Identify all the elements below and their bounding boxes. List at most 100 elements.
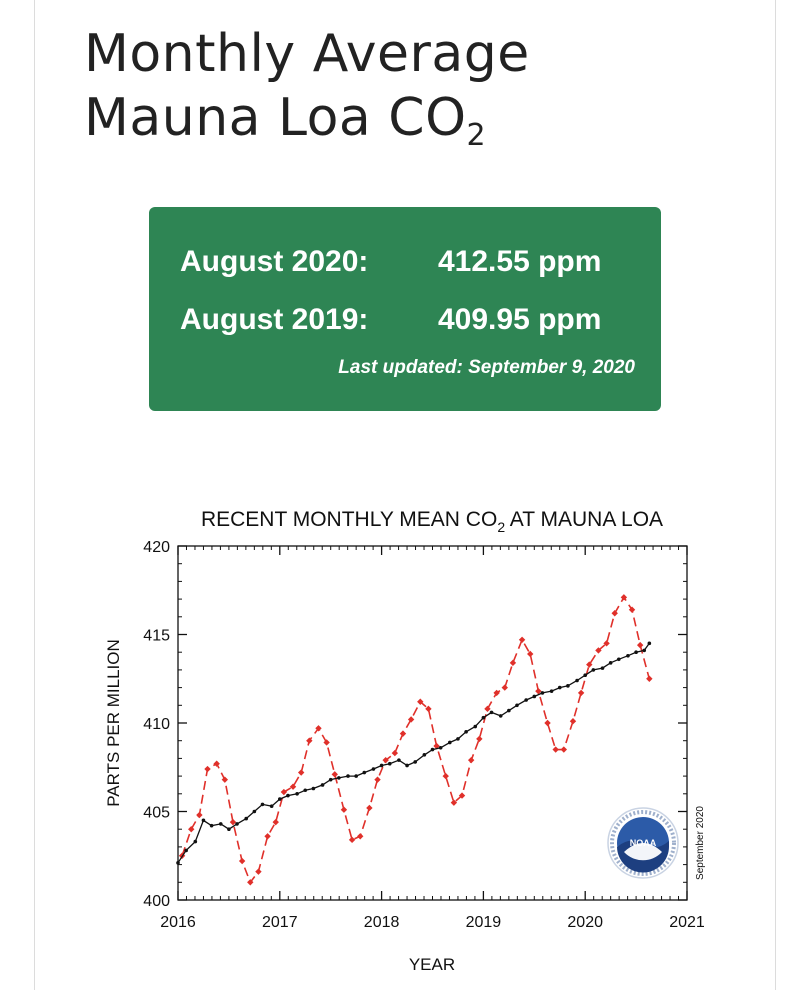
minor-ticks xyxy=(178,546,687,900)
page-border-left xyxy=(34,0,35,990)
monthly-mean-point xyxy=(476,735,483,743)
x-tick-label: 2017 xyxy=(262,914,298,931)
monthly-mean-point xyxy=(357,833,364,840)
seasonal-corrected-point xyxy=(481,715,486,720)
y-tick-label: 405 xyxy=(143,805,170,822)
monthly-mean-point xyxy=(255,868,262,875)
x-tick-label: 2020 xyxy=(567,914,603,931)
seasonal-corrected-point xyxy=(583,673,587,678)
readings-card: August 2020: 412.55 ppm August 2019: 409… xyxy=(149,207,661,411)
monthly-mean-point xyxy=(628,606,636,613)
seasonal-corrected-point xyxy=(320,783,325,787)
current-reading-value: 412.55 ppm xyxy=(438,245,602,278)
monthly-mean-point xyxy=(518,636,526,644)
monthly-mean-point xyxy=(442,772,449,780)
seasonal-corrected-point xyxy=(295,792,299,796)
monthly-mean-point xyxy=(544,719,551,727)
seasonal-corrected-point xyxy=(286,793,290,798)
monthly-mean-point xyxy=(569,718,577,725)
monthly-mean-point xyxy=(391,749,399,757)
seasonal-corrected-point xyxy=(193,839,198,844)
page-border-right xyxy=(775,0,776,990)
noaa-logo-gull xyxy=(624,843,662,861)
monthly-mean-line xyxy=(181,595,651,884)
seasonal-corrected-point xyxy=(647,641,652,646)
seasonal-corrected-point xyxy=(235,822,239,826)
chart-title: RECENT MONTHLY MEAN CO2 AT MAUNA LOA xyxy=(201,508,663,535)
y-tick-label: 415 xyxy=(143,628,170,645)
seasonal-corrected-point xyxy=(634,650,638,654)
seasonal-corrected-point xyxy=(557,685,562,690)
noaa-logo-lettering xyxy=(610,810,676,876)
monthly-mean-point xyxy=(280,788,288,796)
seasonal-corrected-point xyxy=(337,776,341,780)
seasonal-corrected-point xyxy=(252,809,257,814)
chart-title-suffix: AT MAUNA LOA xyxy=(505,508,663,531)
monthly-mean-point xyxy=(238,857,246,865)
seasonal-corrected-point xyxy=(176,861,180,865)
page-title-subscript: 2 xyxy=(466,118,487,153)
y-axis-ticks: 400 405 410 415 420 xyxy=(143,539,687,910)
seasonal-corrected-point xyxy=(379,763,384,768)
seasonal-corrected-point xyxy=(405,763,409,768)
monthly-mean-point xyxy=(484,705,491,713)
monthly-mean-point xyxy=(577,689,585,697)
seasonal-corrected-point xyxy=(608,661,613,665)
seasonal-corrected-point xyxy=(438,745,443,750)
monthly-mean-point xyxy=(264,833,271,840)
seasonal-corrected-point xyxy=(328,777,333,782)
y-axis-label: PARTS PER MILLION xyxy=(104,639,123,807)
previous-reading-label: August 2019: xyxy=(180,303,369,336)
noaa-logo: NOAA xyxy=(607,807,679,879)
seasonal-corrected-point xyxy=(473,724,478,729)
previous-reading-value: 409.95 ppm xyxy=(438,303,602,336)
x-tick-label: 2021 xyxy=(669,914,705,931)
monthly-mean-point xyxy=(196,811,203,819)
seasonal-corrected-point xyxy=(397,758,401,762)
monthly-mean-point xyxy=(204,765,211,773)
seasonal-corrected-point xyxy=(387,761,392,766)
seasonal-corrected-point xyxy=(456,737,460,741)
last-updated-text: Last updated: September 9, 2020 xyxy=(338,357,635,378)
monthly-mean-point xyxy=(323,739,330,746)
seasonal-corrected-point xyxy=(209,823,214,828)
seasonal-corrected-point xyxy=(201,818,206,823)
monthly-mean-point xyxy=(467,756,475,764)
seasonal-corrected-point xyxy=(489,710,494,715)
monthly-mean-point xyxy=(646,675,653,682)
seasonal-corrected-point xyxy=(515,703,519,708)
seasonal-corrected-point xyxy=(591,668,596,672)
seasonal-corrected-point xyxy=(498,714,503,718)
seasonal-corrected-point xyxy=(303,788,308,793)
y-tick-label: 420 xyxy=(143,539,170,556)
seasonal-corrected-point xyxy=(260,802,265,807)
monthly-mean-point xyxy=(636,641,644,649)
seasonal-corrected-point xyxy=(362,770,367,775)
y-tick-label: 400 xyxy=(143,893,170,910)
seasonal-corrected-point xyxy=(464,730,468,734)
seasonal-corrected-point xyxy=(184,848,188,853)
seasonal-corrected-point xyxy=(575,678,579,683)
seasonal-corrected-line xyxy=(177,643,650,864)
seasonal-corrected-point xyxy=(540,691,545,695)
seasonal-corrected-point xyxy=(532,694,537,699)
seasonal-corrected-point xyxy=(311,786,316,791)
monthly-mean-point xyxy=(560,746,568,753)
page-title-line1: Monthly Average xyxy=(84,24,530,84)
monthly-mean-point xyxy=(603,640,610,647)
x-tick-label: 2016 xyxy=(160,914,196,931)
noaa-logo-text: NOAA xyxy=(630,838,657,848)
monthly-mean-point xyxy=(297,769,305,776)
x-tick-label: 2019 xyxy=(466,914,502,931)
seasonal-corrected-point xyxy=(269,804,274,808)
seasonal-corrected-point xyxy=(507,708,511,713)
monthly-mean-point xyxy=(340,806,348,813)
page-title: Monthly Average Mauna Loa CO2 xyxy=(84,22,530,158)
page-title-line2: Mauna Loa CO xyxy=(84,88,467,148)
chart-date-annotation: September 2020 xyxy=(695,806,706,880)
chart-title-prefix: RECENT MONTHLY MEAN CO xyxy=(201,508,497,531)
seasonal-corrected-point xyxy=(278,797,282,801)
seasonal-corrected-point xyxy=(524,698,528,702)
seasonal-corrected-point xyxy=(354,774,358,778)
seasonal-corrected-point xyxy=(566,684,570,688)
